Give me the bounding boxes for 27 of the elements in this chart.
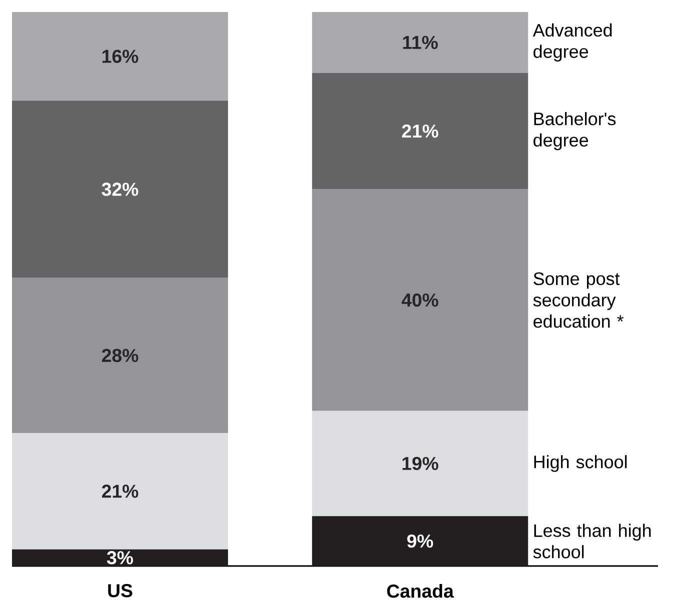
x-tick-label: Canada [387, 584, 454, 598]
series-label: Advanced degree [532, 23, 612, 62]
data-label: 28% [102, 348, 138, 362]
bar [12, 549, 228, 566]
bar [12, 12, 228, 101]
data-label: 11% [403, 36, 438, 50]
bar [312, 410, 528, 516]
data-label: 40% [402, 293, 438, 307]
bar [312, 12, 528, 73]
bar [312, 516, 528, 566]
data-label: 3% [106, 551, 134, 564]
series-label: High school [534, 455, 627, 472]
bar [12, 100, 228, 278]
data-label: 21% [102, 484, 138, 498]
series-label: Bachelor's degree [534, 112, 616, 150]
series-label: Some post secondary education * [533, 272, 624, 328]
x-tick-label: US [108, 584, 132, 598]
data-label: 19% [402, 456, 438, 470]
data-label: 16% [102, 50, 138, 63]
bar [12, 278, 228, 434]
series-label: Less than high school [533, 524, 651, 558]
bar [12, 433, 228, 550]
data-label: 9% [407, 534, 434, 548]
bar [312, 72, 528, 190]
data-label: 32% [102, 182, 138, 196]
data-label: 21% [402, 124, 438, 138]
bar [312, 189, 528, 411]
